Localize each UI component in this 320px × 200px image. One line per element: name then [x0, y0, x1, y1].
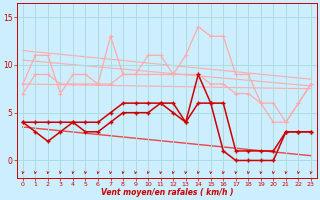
X-axis label: Vent moyen/en rafales ( km/h ): Vent moyen/en rafales ( km/h ): [101, 188, 233, 197]
